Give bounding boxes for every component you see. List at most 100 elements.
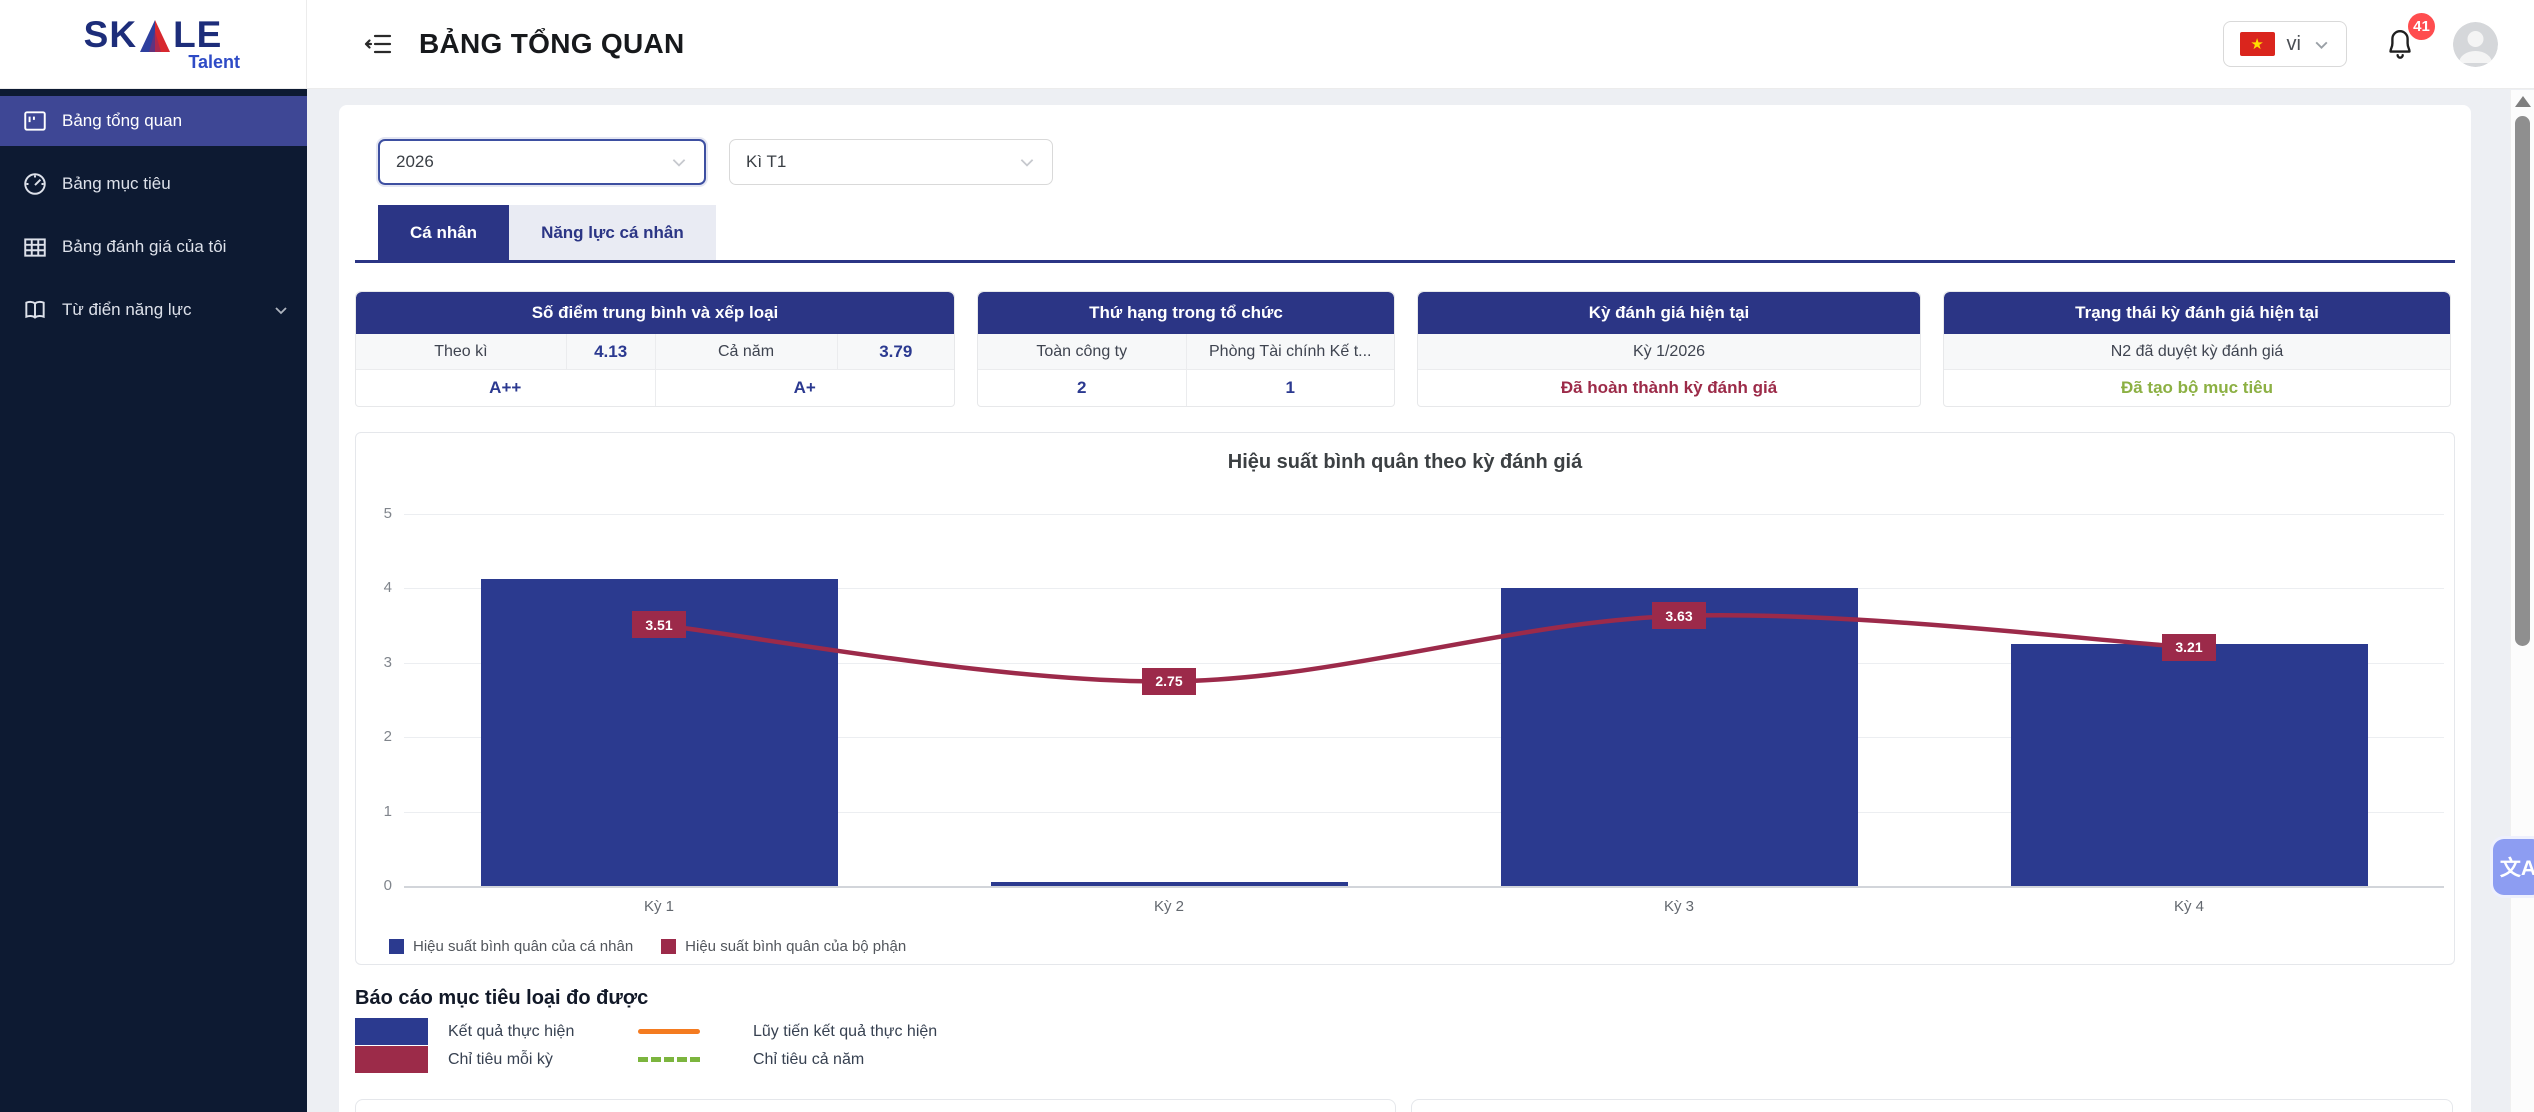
chevron-down-icon: [1020, 159, 1034, 167]
department-average-line: [658, 612, 2190, 684]
x-axis-label: Kỳ 3: [1663, 898, 1694, 915]
sidebar: SK LE Talent Bảng tổng quan: [0, 0, 307, 1112]
legend-label: Kết quả thực hiện: [448, 1022, 575, 1040]
x-axis-label: Kỳ 1: [643, 898, 674, 915]
year-select[interactable]: 2026: [378, 139, 706, 185]
language-selector[interactable]: ★ vi: [2222, 21, 2347, 67]
y-axis-tick: 5: [383, 505, 392, 522]
avatar[interactable]: [2453, 21, 2498, 67]
year-select-value: 2026: [396, 152, 434, 171]
card-current-review-period: Kỳ đánh giá hiện tại Kỳ 1/2026 Đã hoàn t…: [1417, 291, 1921, 407]
card-cell-grade: A+: [793, 378, 816, 397]
sidebar-item-competency-dictionary[interactable]: Từ điển năng lực: [0, 285, 307, 335]
x-axis-label: Kỳ 2: [1153, 898, 1184, 915]
avatar-placeholder-icon: [2453, 21, 2498, 67]
legend-line-green-dashed: [638, 1057, 700, 1062]
goal-report-title: Báo cáo mục tiêu loại đo được: [355, 987, 649, 1009]
legend-text: Hiệu suất bình quân của bộ phận: [685, 938, 907, 955]
goal-report-cards: 1. 2.: [355, 1099, 2455, 1112]
gridline: [404, 886, 2444, 888]
card-cell-value: 4.13: [567, 334, 656, 369]
bar-Kỳ 4[interactable]: [2010, 644, 2368, 886]
card-average-score: Số điểm trung bình và xếp loại Theo kì 4…: [355, 291, 955, 407]
notifications-button[interactable]: 41: [2381, 10, 2437, 66]
line-point-label: 3.63: [1652, 602, 1706, 630]
y-axis-tick: 0: [383, 877, 392, 894]
card-cell-label: Cả năm: [656, 334, 838, 369]
sidebar-item-goals[interactable]: Bảng mục tiêu: [0, 159, 307, 209]
card-cell-label: Kỳ 1/2026: [1632, 342, 1706, 360]
legend-label: Chỉ tiêu mỗi kỳ: [448, 1050, 553, 1068]
translate-icon: 文A: [2499, 857, 2534, 880]
y-axis-tick: 3: [383, 653, 392, 671]
gridline: [404, 588, 2444, 590]
menu-fold-icon[interactable]: [363, 30, 393, 58]
bar-Kỳ 2[interactable]: [990, 881, 1348, 886]
sidebar-item-label: Từ điển năng lực: [62, 300, 192, 319]
gridline: [404, 811, 2444, 813]
chevron-down-icon: [275, 307, 287, 315]
dashboard-panel: 2026 Kì T1 Cá nhân Năng lực cá nhân Số: [339, 105, 2471, 1112]
tab-label: Cá nhân: [410, 222, 478, 242]
period-select[interactable]: Kì T1: [729, 139, 1053, 185]
x-axis-label: Kỳ 4: [2173, 898, 2204, 915]
goal-report-legend: Kết quả thực hiện Lũy tiến kết quả thực …: [355, 1018, 2455, 1073]
gridline: [404, 662, 2444, 664]
filters-row: 2026 Kì T1: [355, 139, 2455, 185]
table-icon: [24, 238, 46, 257]
goal-report-card: 2.: [1411, 1099, 2453, 1112]
content-column: BẢNG TỔNG QUAN ★ vi 41: [307, 0, 2534, 1112]
y-axis-tick: 1: [383, 802, 392, 820]
card-cell-label: Toàn công ty: [978, 334, 1187, 369]
chart-plot-area: 0 1 2 3 4 5 Kỳ 1 Kỳ 2 Kỳ 3 Kỳ 4 3.51 2.75 3.63 3.21: [384, 505, 2444, 915]
scroll-up-arrow-icon[interactable]: [2515, 96, 2531, 107]
card-cell-value: 1: [1285, 378, 1295, 397]
card-status-text: Đã hoàn thành kỳ đánh giá: [1560, 378, 1778, 397]
chart-legend: Hiệu suất bình quân của cá nhân Hiệu suất…: [389, 938, 2454, 955]
tab-personal-competency[interactable]: Năng lực cá nhân: [509, 205, 716, 260]
gauge-icon: [24, 173, 46, 195]
translate-button[interactable]: 文A: [2490, 836, 2534, 898]
brand-word-left: SK: [83, 13, 138, 55]
line-point-label: 3.21: [2162, 633, 2216, 661]
card-cell-value: 2: [978, 370, 1187, 406]
card-header: Trạng thái kỳ đánh giá hiện tại: [1944, 292, 2450, 334]
period-select-value: Kì T1: [746, 152, 787, 171]
brand-logo[interactable]: SK LE Talent: [0, 0, 307, 89]
bar-Kỳ 3[interactable]: [1500, 587, 1858, 886]
card-cell-label: Phòng Tài chính Kế t...: [1209, 342, 1372, 360]
dashboard-icon: [24, 111, 46, 131]
sidebar-item-overview[interactable]: Bảng tổng quan: [0, 96, 307, 146]
card-cell-label: N2 đã duyệt kỳ đánh giá: [2110, 342, 2284, 360]
card-header: Số điểm trung bình và xếp loại: [356, 292, 954, 334]
legend-label: Chỉ tiêu cả năm: [753, 1050, 865, 1068]
sidebar-item-my-reviews[interactable]: Bảng đánh giá của tôi: [0, 222, 307, 272]
scrollbar-thumb[interactable]: [2515, 116, 2530, 646]
chart-legend-item[interactable]: Hiệu suất bình quân của cá nhân: [389, 938, 633, 955]
card-header: Thứ hạng trong tổ chức: [978, 292, 1394, 334]
page-scrollbar[interactable]: [2510, 90, 2534, 1112]
chart-title: Hiệu suất bình quân theo kỳ đánh giá: [1227, 451, 1583, 473]
card-organization-rank: Thứ hạng trong tổ chức Toàn công ty Phòn…: [977, 291, 1395, 407]
brand-wordmark: SK LE: [84, 16, 223, 53]
chevron-down-icon: [672, 159, 686, 167]
legend-swatch: [389, 939, 404, 954]
tab-label: Năng lực cá nhân: [541, 222, 684, 242]
legend-swatch: [661, 939, 677, 954]
sidebar-item-label: Bảng tổng quan: [62, 111, 183, 130]
card-cell-grade: A++: [356, 370, 656, 406]
card-status-text: Đã tạo bộ mục tiêu: [2120, 378, 2274, 397]
language-code: vi: [2286, 32, 2301, 55]
y-axis-tick: 4: [383, 579, 392, 597]
line-point-label: 2.75: [1142, 667, 1196, 695]
chevron-down-icon: [2315, 41, 2328, 49]
brand-word-right: LE: [173, 13, 223, 55]
card-header: Kỳ đánh giá hiện tại: [1418, 292, 1920, 334]
chart-legend-item[interactable]: Hiệu suất bình quân của bộ phận: [661, 938, 906, 955]
tab-personal[interactable]: Cá nhân: [378, 205, 510, 260]
book-icon: [25, 300, 45, 319]
card-cell-value: 3.79: [879, 341, 913, 361]
page-title: BẢNG TỔNG QUAN: [419, 28, 685, 59]
main-area: 2026 Kì T1 Cá nhân Năng lực cá nhân Số: [307, 89, 2534, 1112]
